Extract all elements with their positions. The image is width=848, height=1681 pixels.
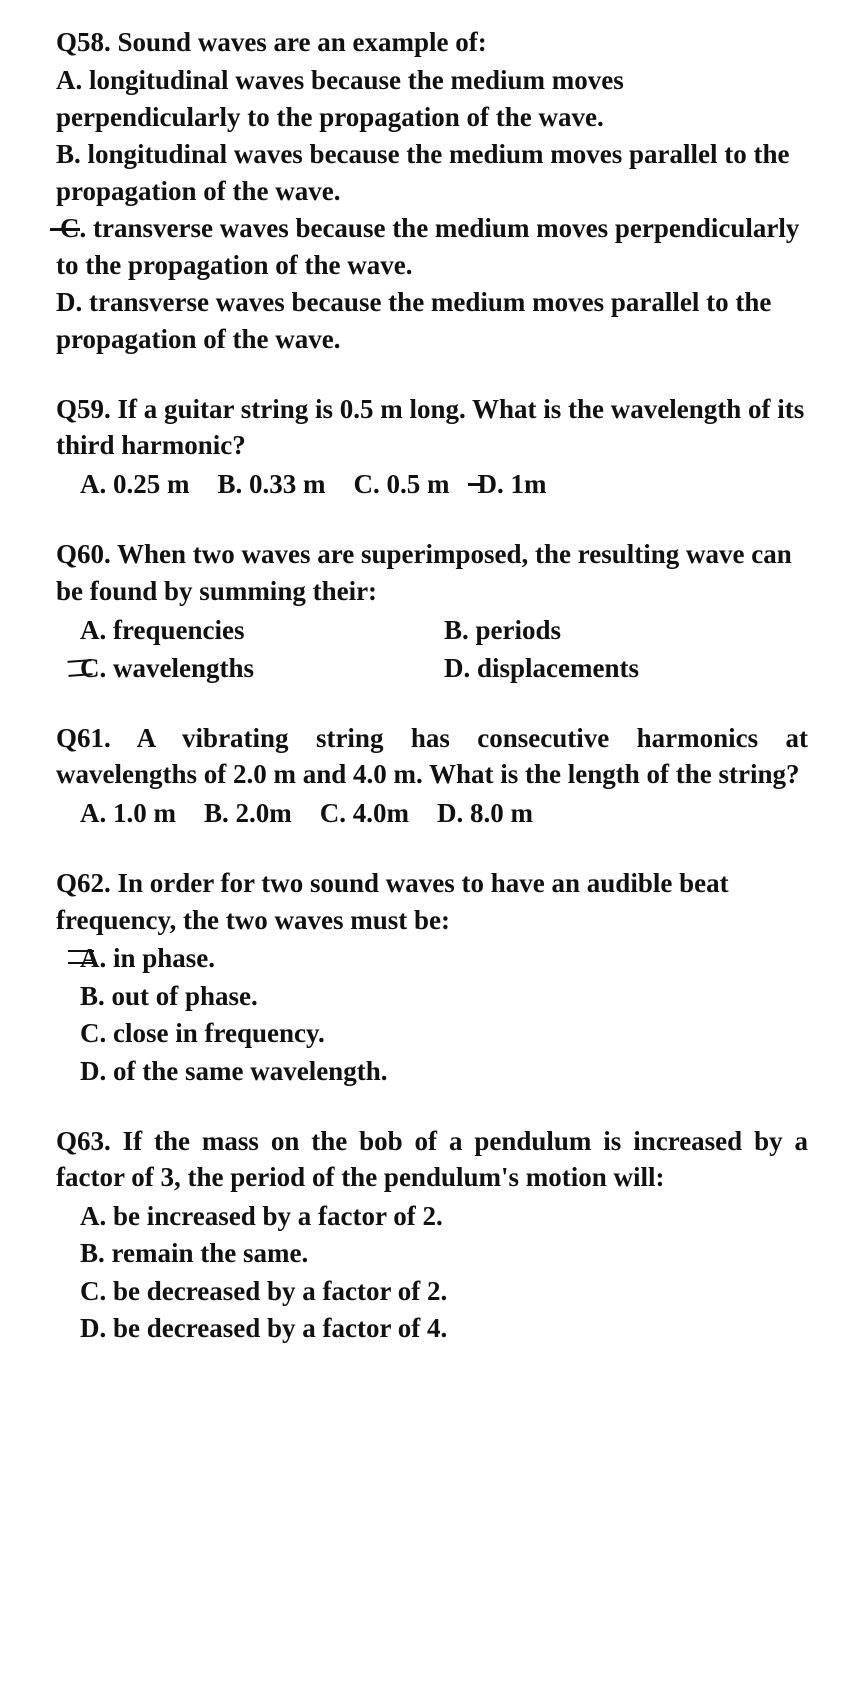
q62-option-b: B. out of phase. [80, 978, 808, 1014]
q63-option-a: A. be increased by a factor of 2. [80, 1198, 808, 1234]
question-61: Q61. A vibrating string has consecutive … [56, 720, 808, 831]
q61-option-a: A. 1.0 m [80, 795, 176, 831]
q61-option-b: B. 2.0m [204, 795, 292, 831]
q58-option-c-text: transverse waves because the medium move… [56, 213, 799, 279]
q58-stem: Q58. Sound waves are an example of: [56, 24, 808, 60]
question-60: Q60. When two waves are superimposed, th… [56, 536, 808, 686]
q60-stem: Q60. When two waves are superimposed, th… [56, 536, 808, 609]
question-59: Q59. If a guitar string is 0.5 m long. W… [56, 391, 808, 502]
q62-option-a-label: A. [80, 940, 106, 976]
q58-option-b: B. longitudinal waves because the medium… [56, 136, 808, 209]
q59-option-d: D. 1m [478, 466, 547, 502]
q63-stem: Q63. If the mass on the bob of a pendulu… [56, 1123, 808, 1196]
question-63: Q63. If the mass on the bob of a pendulu… [56, 1123, 808, 1347]
q62-option-d: D. of the same wavelength. [80, 1053, 808, 1089]
q61-option-d: D. 8.0 m [437, 795, 533, 831]
q58-option-a: A. longitudinal waves because the medium… [56, 62, 808, 135]
q61-option-c: C. 4.0m [320, 795, 409, 831]
q63-option-d: D. be decreased by a factor of 4. [80, 1310, 808, 1346]
q58-option-d: D. transverse waves because the medium m… [56, 284, 808, 357]
q59-option-a: A. 0.25 m [80, 466, 190, 502]
q62-stem: Q62. In order for two sound waves to hav… [56, 865, 808, 938]
question-62: Q62. In order for two sound waves to hav… [56, 865, 808, 1089]
q62-option-a: A. in phase. [80, 940, 808, 976]
question-58: Q58. Sound waves are an example of: A. l… [56, 24, 808, 357]
q59-stem: Q59. If a guitar string is 0.5 m long. W… [56, 391, 808, 464]
q63-option-c: C. be decreased by a factor of 2. [80, 1273, 808, 1309]
q58-option-c-label: C. [56, 210, 86, 246]
q60-option-d: D. displacements [444, 650, 808, 686]
q60-option-c-label: C. [80, 650, 106, 686]
q59-option-b: B. 0.33 m [218, 466, 326, 502]
q62-option-c: C. close in frequency. [80, 1015, 808, 1051]
q60-option-a: A. frequencies [80, 612, 444, 648]
q59-option-d-label: D. [478, 466, 504, 502]
q60-option-c: C. wavelengths [80, 650, 444, 686]
q58-option-c: C. transverse waves because the medium m… [56, 210, 808, 283]
q59-option-d-text: 1m [504, 469, 547, 499]
q59-option-c: C. 0.5 m [354, 466, 450, 502]
q63-option-b: B. remain the same. [80, 1235, 808, 1271]
q60-option-b: B. periods [444, 612, 808, 648]
q62-option-a-text: in phase. [106, 943, 215, 973]
q60-option-c-text: wavelengths [106, 653, 254, 683]
q61-stem: Q61. A vibrating string has consecutive … [56, 720, 808, 793]
